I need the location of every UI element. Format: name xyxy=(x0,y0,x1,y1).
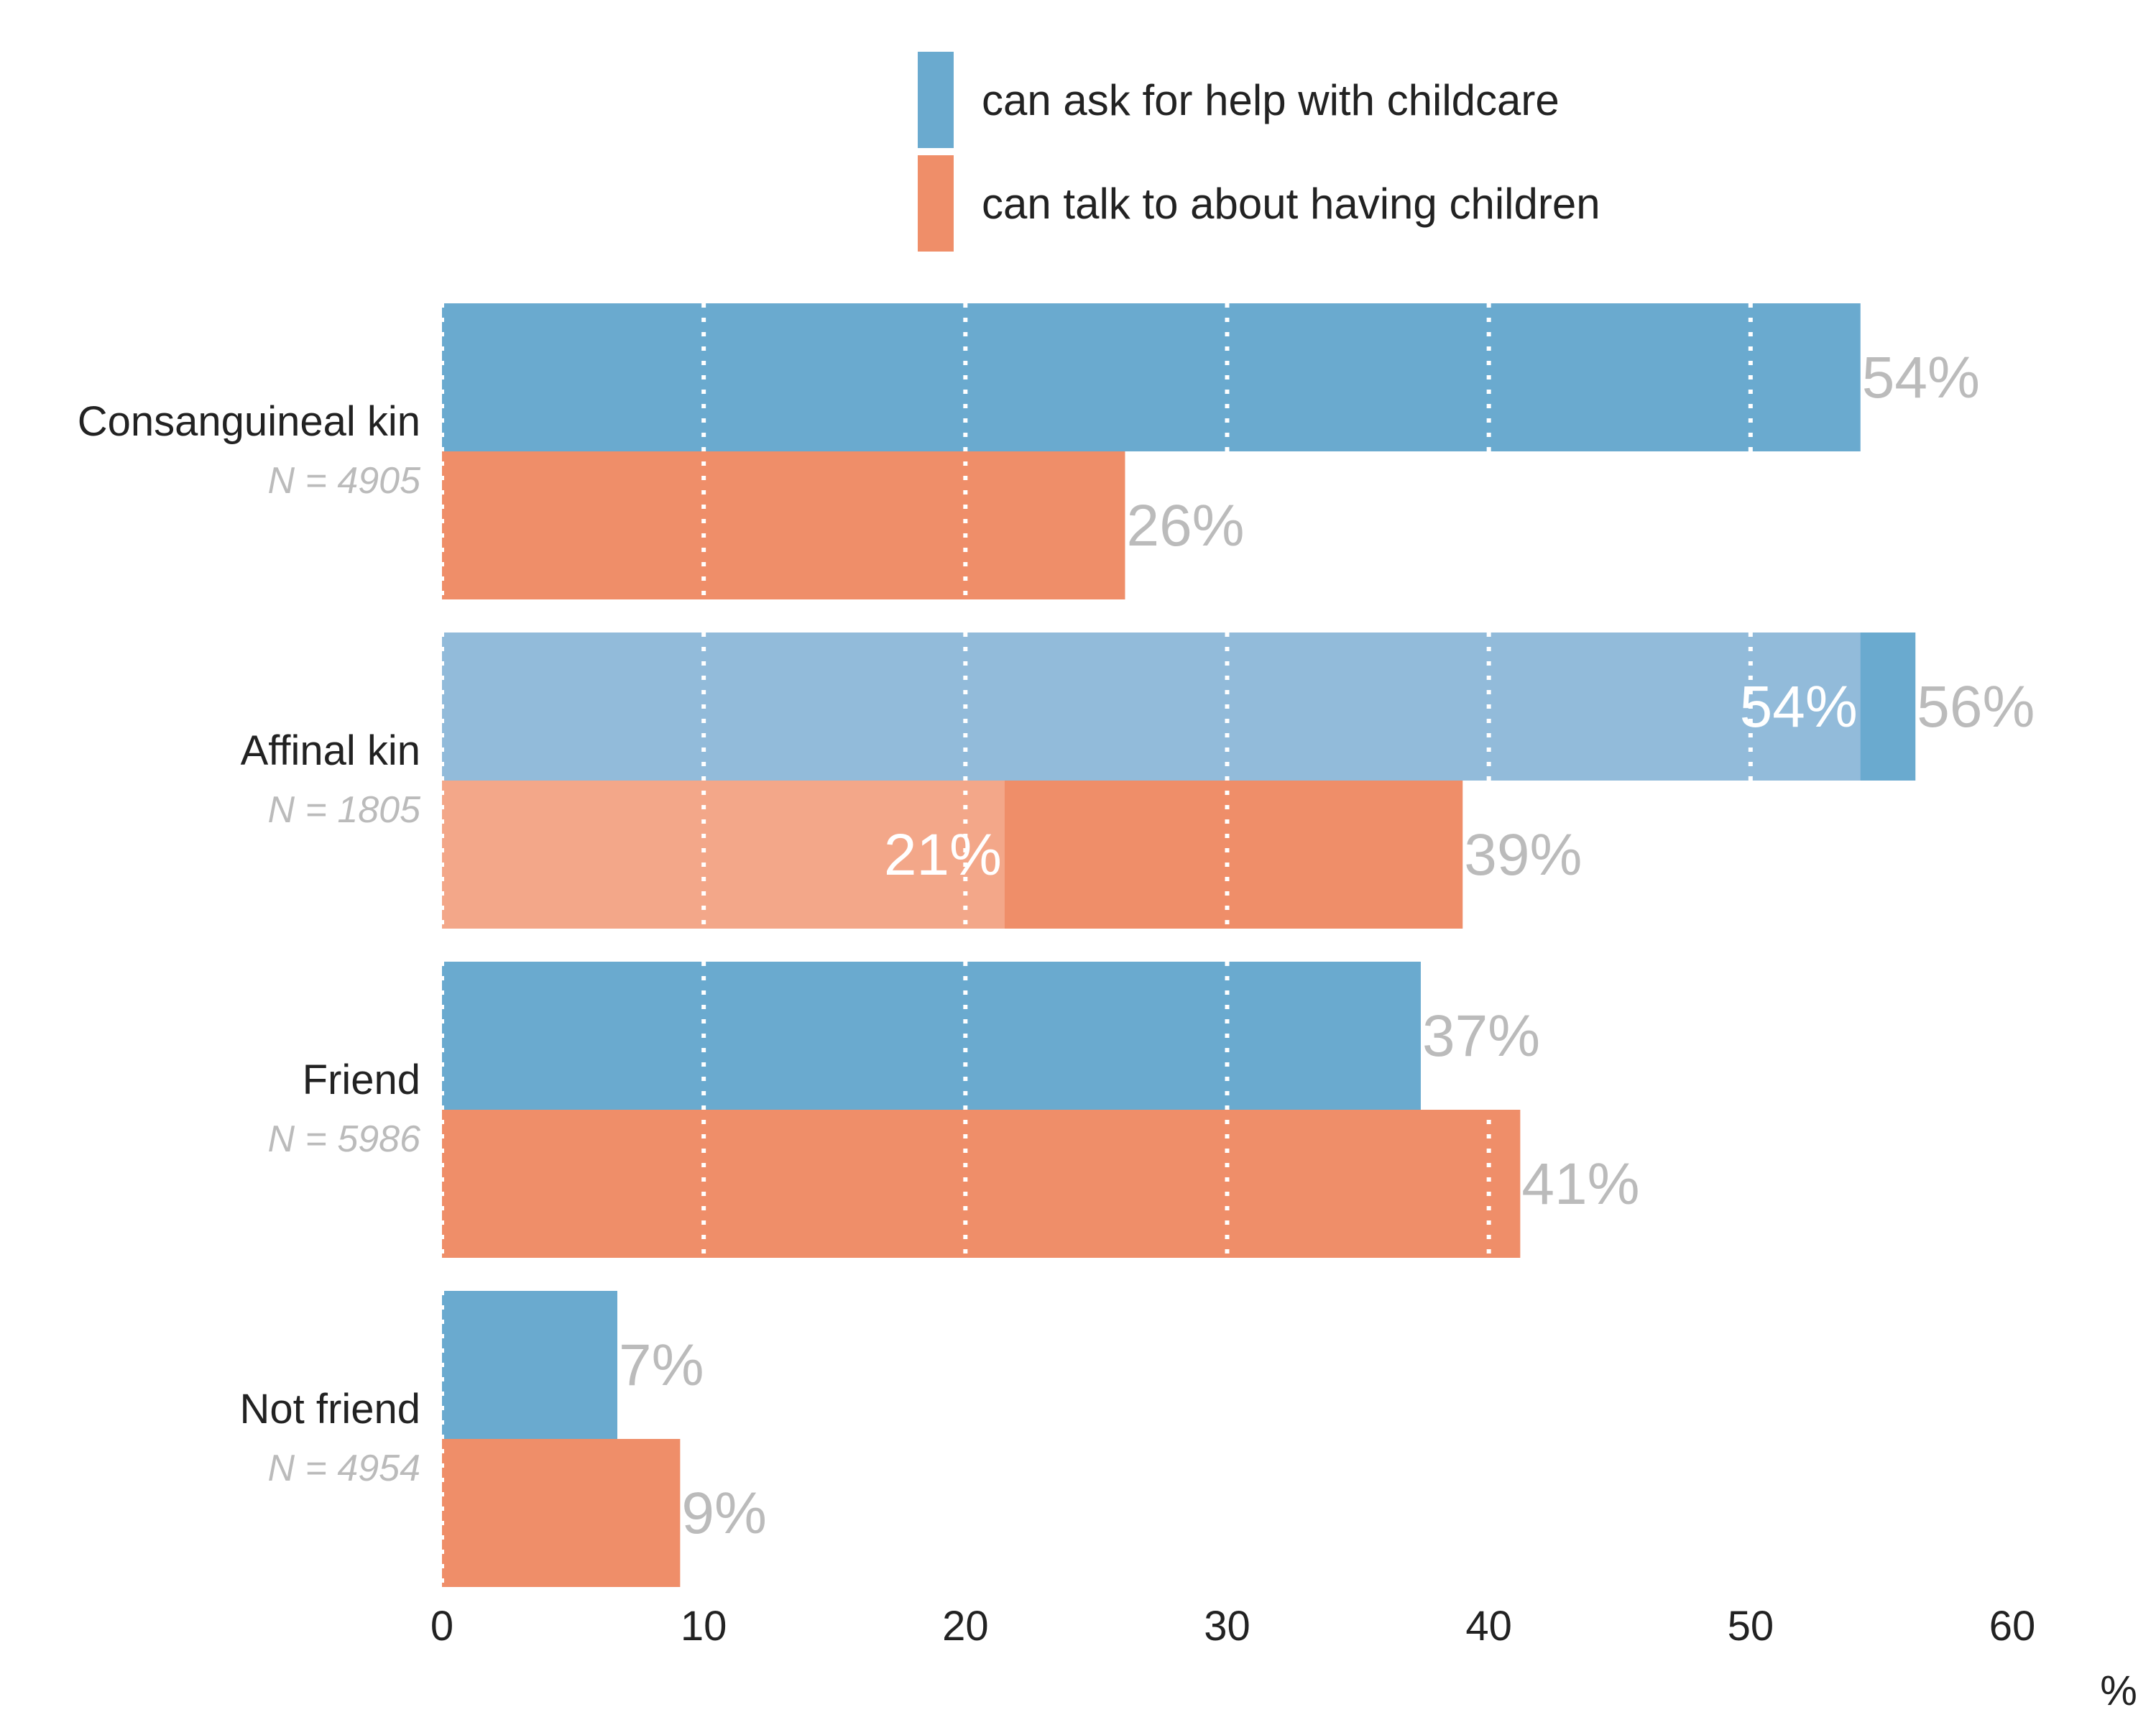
value-label-affinal-kin-having-children: 39% xyxy=(1464,822,1582,888)
category-label-affinal-kin: Affinal kin xyxy=(241,727,420,774)
value-label-not-friend-childcare: 7% xyxy=(619,1333,704,1398)
overlay-label-affinal-kin-having-children: 21% xyxy=(884,822,1002,888)
legend: can ask for help with childcare can talk… xyxy=(918,52,1600,252)
x-tick-10: 10 xyxy=(681,1603,727,1650)
n-label-affinal-kin: N = 1805 xyxy=(268,789,422,831)
category-label-not-friend: Not friend xyxy=(240,1386,420,1432)
bar-consanguineal-kin-childcare xyxy=(442,303,1861,451)
bar-not-friend-childcare xyxy=(442,1291,617,1439)
value-label-consanguineal-kin-childcare: 54% xyxy=(1862,345,1980,410)
category-label-consanguineal-kin: Consanguineal kin xyxy=(78,398,420,445)
gridlines xyxy=(440,303,1753,1587)
legend-label-childcare: can ask for help with childcare xyxy=(982,76,1560,124)
x-tick-0: 0 xyxy=(430,1603,453,1650)
overlay-bar-affinal-kin-having-children xyxy=(442,781,1005,929)
bars-layer xyxy=(442,303,1916,1587)
x-tick-40: 40 xyxy=(1465,1603,1512,1650)
legend-swatch-having-children xyxy=(918,155,954,252)
value-label-friend-childcare: 37% xyxy=(1422,1003,1540,1069)
overlay-label-affinal-kin-childcare: 54% xyxy=(1740,674,1858,740)
value-label-friend-having-children: 41% xyxy=(1521,1151,1639,1217)
legend-swatch-childcare xyxy=(918,52,954,148)
bar-friend-having-children xyxy=(442,1110,1521,1258)
labels-layer: Consanguineal kin N = 4905 54% 26% Affinal k… xyxy=(78,345,2035,1546)
category-label-friend: Friend xyxy=(303,1057,420,1103)
x-tick-30: 30 xyxy=(1204,1603,1250,1650)
x-axis: 0 10 20 30 40 50 60 xyxy=(430,1603,2035,1650)
x-axis-unit-label: % xyxy=(2100,1668,2137,1714)
overlay-bar-affinal-kin-childcare xyxy=(442,632,1861,781)
n-label-not-friend: N = 4954 xyxy=(268,1448,421,1489)
x-tick-20: 20 xyxy=(942,1603,989,1650)
x-tick-50: 50 xyxy=(1728,1603,1774,1650)
value-label-consanguineal-kin-having-children: 26% xyxy=(1126,493,1244,558)
legend-label-having-children: can talk to about having children xyxy=(982,180,1600,228)
bar-consanguineal-kin-having-children xyxy=(442,451,1125,599)
x-tick-60: 60 xyxy=(1989,1603,2036,1650)
value-label-affinal-kin-childcare: 56% xyxy=(1917,674,2035,740)
n-label-consanguineal-kin: N = 4905 xyxy=(268,460,422,502)
bar-not-friend-having-children xyxy=(442,1439,681,1587)
n-label-friend: N = 5986 xyxy=(268,1118,421,1160)
bar-friend-childcare xyxy=(442,962,1421,1110)
value-label-not-friend-having-children: 9% xyxy=(681,1481,767,1546)
